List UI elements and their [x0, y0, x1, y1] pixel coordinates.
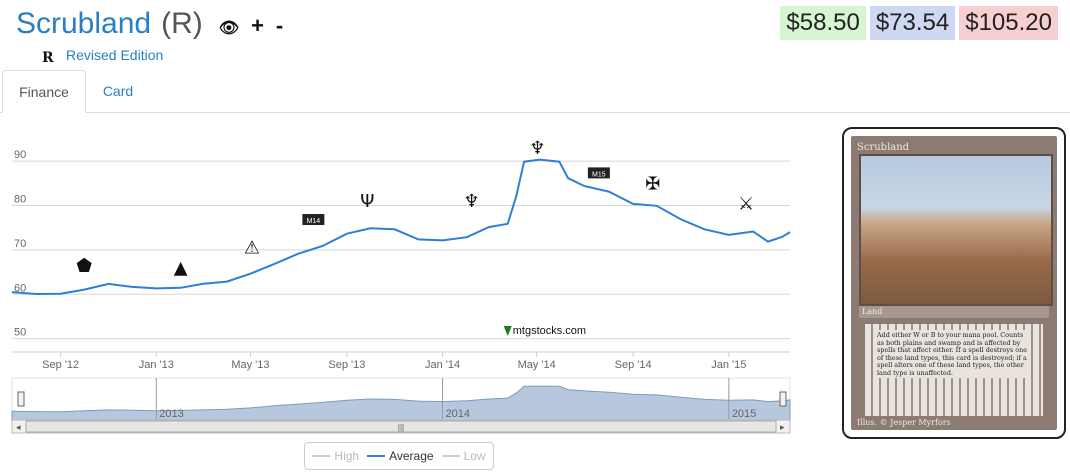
- legend-line-average: [367, 455, 386, 457]
- price-chart: 50 60 70 80 90 Sep '12 Jan '13 May '13 Sep '13 Ja…: [11, 138, 791, 434]
- x-tick-label: Jan '13: [139, 359, 174, 371]
- card-illustrator: Illus. © Jesper Myrfors: [857, 418, 951, 427]
- magic-2015-set-icon: [587, 167, 610, 179]
- card-image: Scrubland Land Add either W or B to your…: [842, 127, 1066, 439]
- low-price: $58.50: [780, 6, 866, 40]
- card-header: Scrubland (R) 👁 + -: [16, 6, 283, 46]
- magic-2014-set-icon: [302, 214, 325, 226]
- average-price-line: [11, 158, 791, 296]
- fate-reforged-set-icon: ⚔: [738, 193, 754, 214]
- tab-card[interactable]: Card: [102, 83, 134, 99]
- card-name: Scrubland: [16, 7, 152, 40]
- legend-label-low: Low: [463, 449, 486, 463]
- tab-bar: Finance Card: [0, 70, 1070, 113]
- legend-label-average: Average: [389, 449, 434, 463]
- navigator-year-label: 2015: [732, 408, 756, 420]
- legend-line-high: [312, 455, 331, 457]
- card-art: [859, 154, 1053, 306]
- plus-icon[interactable]: +: [251, 13, 264, 38]
- x-tick-label: Jan '15: [711, 359, 746, 371]
- x-tick-label: Jan '14: [425, 359, 460, 371]
- return-to-ravnica-set-icon: ⬟: [76, 255, 92, 276]
- x-tick-label: May '13: [231, 359, 269, 371]
- card-type-line: Land: [859, 306, 1049, 318]
- y-tick-label: 80: [14, 193, 26, 205]
- y-tick-label: 70: [14, 238, 26, 250]
- navigator-handle: [17, 391, 25, 407]
- x-tick-label: May '14: [518, 359, 556, 371]
- y-tick-label: 90: [14, 149, 26, 161]
- y-tick-label: 60: [14, 282, 26, 294]
- high-price: $105.20: [959, 6, 1058, 40]
- card-rules-text: Add either W or B to your mana pool. Cou…: [875, 330, 1031, 378]
- scroll-left-icon: ◂: [16, 423, 21, 433]
- x-tick-label: Sep '14: [615, 359, 652, 371]
- khans-of-tarkir-set-icon: ✠: [645, 173, 660, 194]
- card-face: Scrubland Land Add either W or B to your…: [851, 136, 1057, 430]
- eye-icon[interactable]: 👁: [218, 20, 240, 37]
- navigator-year-label: 2014: [446, 408, 470, 420]
- set-info: R Revised Edition: [42, 44, 163, 66]
- navigator-area: [11, 385, 791, 421]
- born-of-the-gods-set-icon: ♆: [464, 191, 480, 212]
- scroll-right-icon: ▸: [780, 423, 785, 433]
- legend-label-high: High: [334, 449, 360, 463]
- journey-into-nyx-set-icon: ♆: [529, 138, 545, 159]
- minus-icon[interactable]: -: [275, 13, 284, 38]
- legend-item-high[interactable]: High: [312, 449, 359, 463]
- mtgstocks-logo-icon: [503, 326, 512, 336]
- chart-legend: High Average Low: [304, 442, 494, 470]
- x-tick-label: Sep '12: [42, 359, 79, 371]
- card-image-title: Scrubland: [857, 142, 910, 153]
- legend-item-low[interactable]: Low: [441, 449, 486, 463]
- theros-set-icon: Ψ: [360, 191, 374, 212]
- navigator-year-label: 2013: [159, 408, 183, 420]
- card-text-box: Add either W or B to your mana pool. Cou…: [865, 324, 1043, 416]
- y-tick-label: 50: [14, 327, 26, 339]
- gatecrash-set-icon: ▲: [174, 258, 188, 279]
- average-price: $73.54: [869, 6, 956, 40]
- card-rarity: (R): [161, 7, 203, 40]
- legend-item-average[interactable]: Average: [367, 449, 434, 463]
- chart-watermark: mtgstocks.com: [513, 325, 586, 337]
- dragons-maze-set-icon: ⚠: [244, 238, 260, 259]
- tab-finance[interactable]: Finance: [2, 70, 86, 113]
- navigator-handle: [779, 391, 787, 407]
- scrollbar-thumb: [25, 420, 777, 433]
- magic-2015-set-icon-label: M15: [592, 171, 606, 178]
- magic-2014-set-icon-label: M14: [307, 218, 321, 225]
- scrollbar-grip-icon: |||: [398, 423, 404, 432]
- price-badges: $58.50 $73.54 $105.20: [780, 6, 1058, 40]
- set-symbol-icon: R: [42, 50, 54, 66]
- set-name-link[interactable]: Revised Edition: [66, 47, 164, 63]
- legend-line-low: [441, 455, 460, 457]
- x-tick-label: Sep '13: [328, 359, 365, 371]
